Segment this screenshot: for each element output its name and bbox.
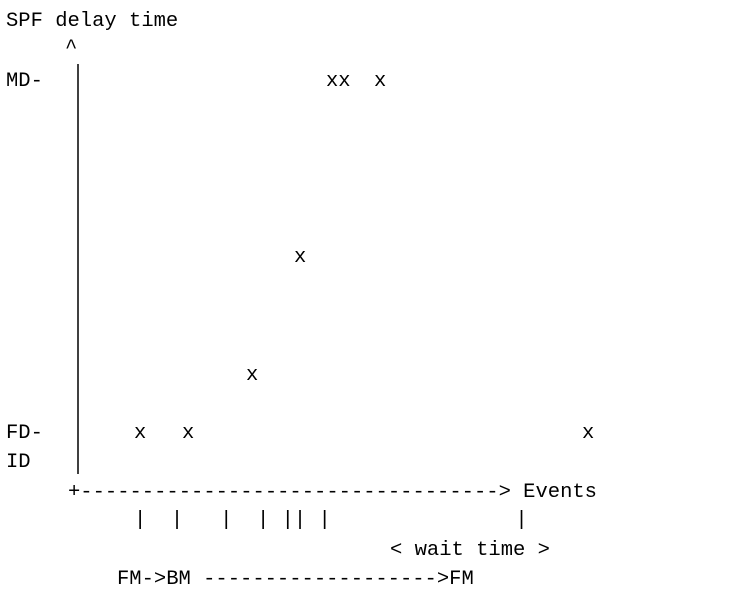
data-point-x: x (246, 364, 258, 387)
mode-transition-label: FM->BM ------------------->FM (117, 568, 474, 591)
y-label-max-delay: MD- (6, 70, 43, 93)
y-label-initial-delay: ID (6, 451, 31, 474)
y-axis-arrow: ^ (65, 37, 77, 60)
wait-time-label: < wait time > (390, 539, 550, 562)
diagram-title: SPF delay time (6, 10, 178, 33)
y-label-first-delay: FD- (6, 422, 43, 445)
data-point-x: x (294, 246, 306, 269)
data-point-x: x (374, 70, 386, 93)
data-point-x: xx (326, 70, 351, 93)
data-point-x: x (134, 422, 146, 445)
event-ticks: | | | | || | | (134, 509, 528, 532)
data-points: xx x x x x x x (134, 70, 594, 445)
data-point-x: x (182, 422, 194, 445)
data-point-x: x (582, 422, 594, 445)
x-axis-line: +----------------------------------> Eve… (68, 481, 597, 504)
